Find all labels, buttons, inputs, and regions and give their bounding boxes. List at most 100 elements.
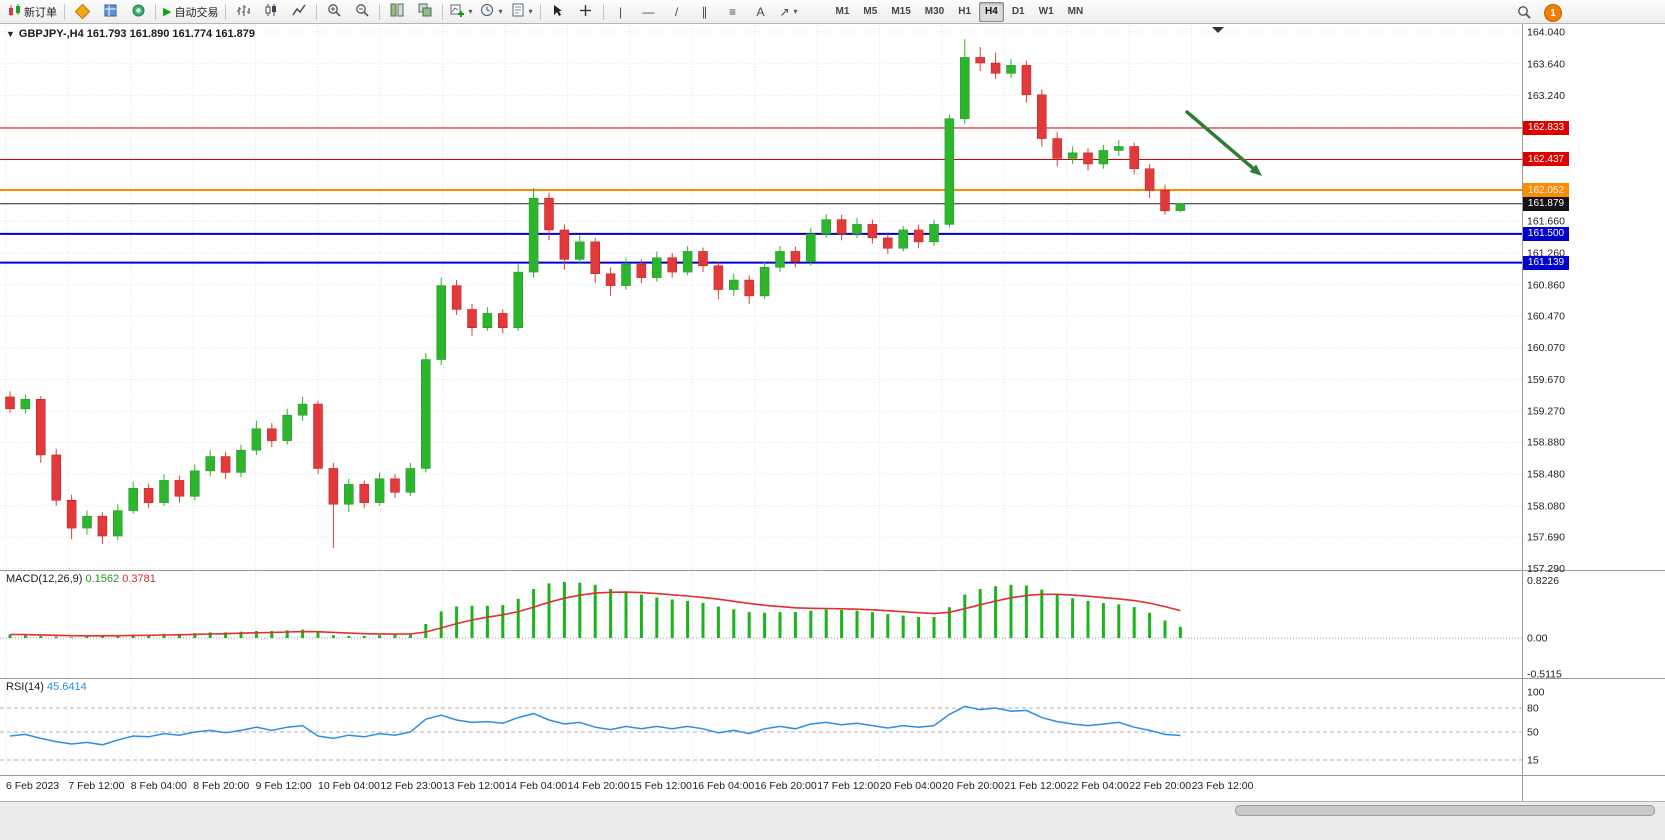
axis-label: 157.290 xyxy=(1527,563,1565,575)
macd-histogram-bar xyxy=(254,631,258,638)
navigator-button[interactable] xyxy=(96,1,124,23)
horizontal-line-tool-button[interactable]: — xyxy=(635,1,663,23)
zoom-in-button[interactable] xyxy=(320,1,348,23)
macd-pane xyxy=(0,582,1522,639)
macd-histogram-bar xyxy=(855,610,859,638)
axis-label: 8 Feb 04:00 xyxy=(131,780,187,792)
horizontal-scrollbar-track[interactable] xyxy=(0,801,1665,840)
zoom-out-button[interactable] xyxy=(348,1,376,23)
candle-body xyxy=(1129,146,1139,169)
candle-body xyxy=(205,456,215,472)
channel-tool-button[interactable]: ∥ xyxy=(691,1,719,23)
macd-histogram-bar xyxy=(470,605,474,638)
cursor-button[interactable] xyxy=(544,1,572,23)
axis-label: 0.8226 xyxy=(1527,575,1559,587)
candle-body xyxy=(544,197,554,231)
candle-body xyxy=(113,510,123,537)
autotrade-button[interactable]: ▶ 自动交易 xyxy=(159,1,222,23)
timeframe-button-h1[interactable]: H1 xyxy=(958,6,972,17)
candle-body xyxy=(559,229,570,260)
candle-body xyxy=(975,57,985,64)
macd-histogram-bar xyxy=(840,610,844,638)
timeframe-button-m1[interactable]: M1 xyxy=(835,6,850,17)
candle-body xyxy=(990,62,1001,74)
horizontal-level-lines[interactable] xyxy=(0,127,1522,264)
macd-histogram-bar xyxy=(1009,584,1013,638)
candle-body xyxy=(960,57,970,119)
toolbar-separator xyxy=(379,3,381,20)
market-watch-button[interactable] xyxy=(68,1,96,23)
timeframe-button-m15[interactable]: M15 xyxy=(891,6,911,17)
candle-body xyxy=(1067,152,1078,159)
candle-body xyxy=(1114,146,1124,151)
macd-histogram-bar xyxy=(408,633,412,638)
search-icon xyxy=(1517,5,1531,22)
macd-histogram-bar xyxy=(239,631,243,638)
add-indicator-icon xyxy=(450,3,465,20)
timeframe-button-mn[interactable]: MN xyxy=(1067,6,1084,17)
fibonacci-tool-button[interactable]: ≡ xyxy=(719,1,747,23)
line-chart-icon xyxy=(292,3,307,20)
one-click-trading-toggle[interactable]: ▼ xyxy=(6,29,15,39)
axis-label: 16 Feb 20:00 xyxy=(755,780,817,792)
candle-body xyxy=(775,251,785,268)
candle-body xyxy=(359,484,369,503)
axis-label: 13 Feb 12:00 xyxy=(443,780,505,792)
annotations[interactable] xyxy=(1185,110,1262,176)
candle-body xyxy=(498,313,508,328)
macd-histogram-bar xyxy=(1024,585,1028,638)
candle-body xyxy=(467,309,477,328)
crosshair-button[interactable] xyxy=(572,1,600,23)
axis-label: 15 xyxy=(1527,755,1539,767)
axis-label: 8 Feb 20:00 xyxy=(193,780,249,792)
text-tool-button[interactable]: A xyxy=(747,1,775,23)
trend-arrow[interactable] xyxy=(1185,110,1255,170)
macd-histogram-bar xyxy=(424,624,428,638)
level-price-badge: 162.052 xyxy=(1523,183,1569,198)
add-indicator-button[interactable]: ▾ xyxy=(446,1,476,23)
candle-body xyxy=(944,118,955,225)
vertical-line-tool-button[interactable]: | xyxy=(607,1,635,23)
macd-histogram-bar xyxy=(516,598,520,638)
axis-label: 23 Feb 12:00 xyxy=(1192,780,1254,792)
candle-body xyxy=(282,414,292,441)
search-button[interactable] xyxy=(1510,2,1538,24)
timeframe-button-h4[interactable]: H4 xyxy=(979,1,1004,22)
timeframe-button-d1[interactable]: D1 xyxy=(1011,6,1025,17)
tile-windows-button[interactable] xyxy=(383,1,411,23)
candle-body xyxy=(698,251,708,266)
timeframe-button-w1[interactable]: W1 xyxy=(1038,6,1054,17)
arrows-tool-button[interactable]: ↗ ▾ xyxy=(775,1,803,23)
macd-histogram-bar xyxy=(655,597,659,638)
new-order-button[interactable]: 新订单 xyxy=(4,1,61,23)
toolbar-right-group: 1 xyxy=(1510,2,1562,24)
macd-histogram-bar xyxy=(1178,626,1182,638)
horizontal-scrollbar-thumb[interactable] xyxy=(1235,805,1655,816)
candlestick-chart-button[interactable] xyxy=(257,1,285,23)
timeframe-button-m5[interactable]: M5 xyxy=(863,6,878,17)
macd-histogram-bar xyxy=(270,631,274,638)
candle-body xyxy=(82,515,92,529)
rsi-value: 45.6414 xyxy=(46,681,87,693)
rsi-indicator-label: RSI(14) xyxy=(6,681,44,693)
macd-histogram-bar xyxy=(917,617,921,638)
notification-badge[interactable]: 1 xyxy=(1544,4,1562,22)
periods-button[interactable]: ▾ xyxy=(476,1,506,23)
terminal-button[interactable] xyxy=(124,1,152,23)
cascade-windows-button[interactable] xyxy=(411,1,439,23)
templates-button[interactable]: ▾ xyxy=(507,1,537,23)
line-chart-button[interactable] xyxy=(285,1,313,23)
macd-histogram-bar xyxy=(439,611,443,638)
macd-histogram-bar xyxy=(70,637,74,638)
timeframe-button-m30[interactable]: M30 xyxy=(924,6,945,17)
candle-body xyxy=(1144,168,1155,191)
trendline-tool-button[interactable]: / xyxy=(663,1,691,23)
scroll-to-end-marker[interactable] xyxy=(1212,27,1224,33)
candle-body xyxy=(528,197,539,273)
macd-histogram-bar xyxy=(8,634,12,638)
axis-label: 14 Feb 04:00 xyxy=(505,780,567,792)
candle-body xyxy=(759,267,770,297)
axis-label: 14 Feb 20:00 xyxy=(568,780,630,792)
bar-chart-button[interactable] xyxy=(229,1,257,23)
macd-value: 0.1562 xyxy=(85,573,120,585)
